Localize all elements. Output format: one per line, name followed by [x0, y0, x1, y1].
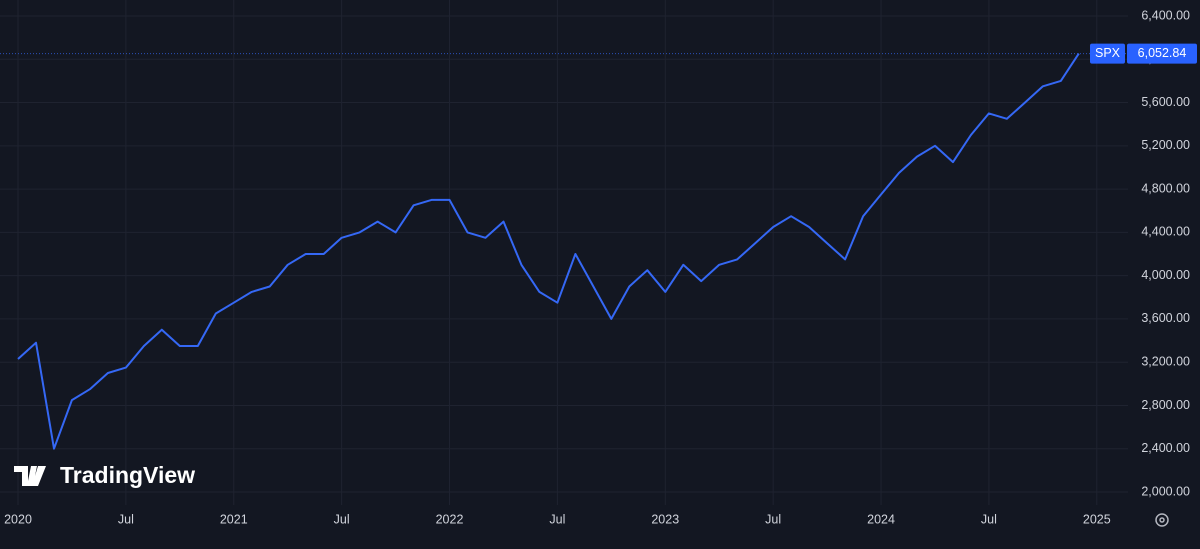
watermark: TradingView [14, 462, 195, 488]
symbol-badge [1090, 43, 1125, 64]
watermark-text: TradingView [60, 462, 195, 488]
y-tick-label: 2,800.00 [1141, 398, 1190, 412]
y-tick-label: 2,000.00 [1141, 484, 1190, 498]
y-tick-label: 5,200.00 [1141, 138, 1190, 152]
settings-icon[interactable] [1155, 513, 1169, 527]
price-line [17, 53, 1080, 450]
y-tick-label: 3,600.00 [1141, 311, 1190, 325]
y-tick-label: 4,000.00 [1141, 268, 1190, 282]
x-tick-label: 2020 [4, 512, 32, 526]
x-tick-label: 2022 [436, 512, 464, 526]
price-label: 6,052.84 [1138, 46, 1187, 60]
y-tick-label: 2,400.00 [1141, 441, 1190, 455]
x-tick-label: Jul [334, 512, 350, 526]
x-tick-label: 2024 [867, 512, 895, 526]
x-tick-label: Jul [118, 512, 134, 526]
y-tick-label: 3,200.00 [1141, 354, 1190, 368]
x-tick-label: Jul [765, 512, 781, 526]
x-tick-label: 2023 [651, 512, 679, 526]
gridlines [0, 0, 1128, 505]
x-tick-label: Jul [549, 512, 565, 526]
price-badge [1127, 43, 1197, 64]
gear[interactable] [1155, 513, 1169, 527]
y-tick-label: 6,400.00 [1141, 8, 1190, 22]
y-tick-label: 5,600.00 [1141, 95, 1190, 109]
x-tick-label: Jul [981, 512, 997, 526]
symbol-label: SPX [1095, 46, 1121, 60]
gear-center[interactable] [1159, 517, 1165, 523]
y-tick-label: 4,800.00 [1141, 181, 1190, 195]
y-tick-label: 4,400.00 [1141, 225, 1190, 239]
x-tick-label: 2025 [1083, 512, 1111, 526]
logo-mark [14, 466, 46, 486]
x-tick-label: 2021 [220, 512, 248, 526]
